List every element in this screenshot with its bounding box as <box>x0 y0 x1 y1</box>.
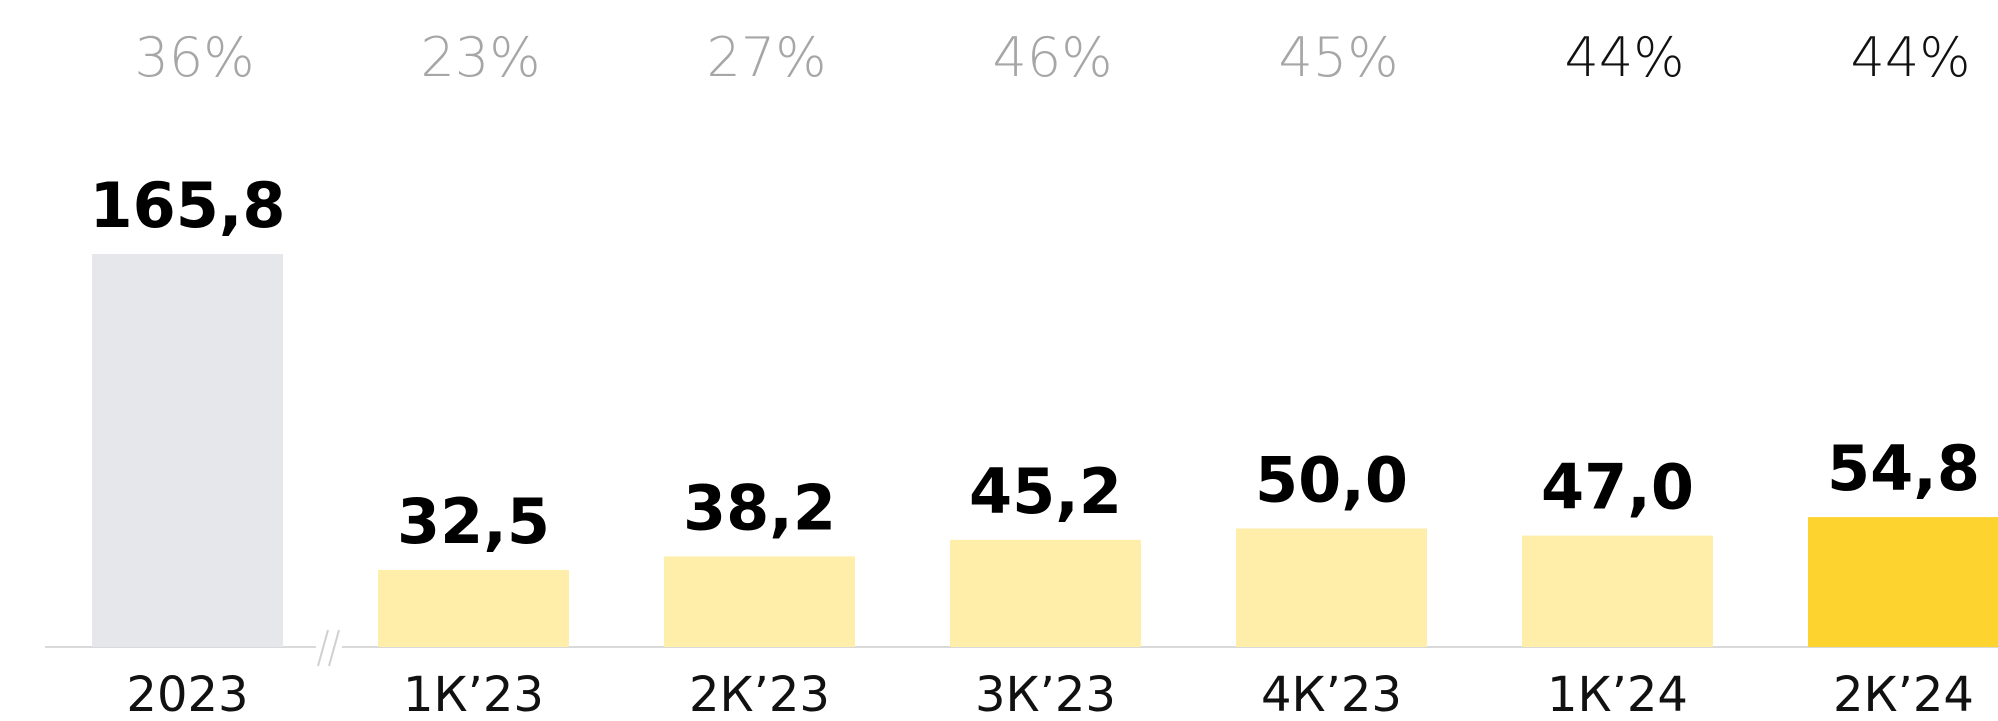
x-tick-label: 2К’24 <box>1833 667 1974 721</box>
share-label: 46% <box>992 26 1112 89</box>
share-label: 44% <box>1564 26 1684 89</box>
share-label: 44% <box>1850 26 1970 89</box>
x-tick-label: 2023 <box>126 667 248 721</box>
share-label: 23% <box>420 26 540 89</box>
bar <box>1808 517 1998 647</box>
bar <box>664 556 855 647</box>
axis-break <box>317 629 329 667</box>
x-tick-label: 2К’23 <box>689 667 830 721</box>
x-tick-label: 3К’23 <box>975 667 1116 721</box>
bar <box>378 569 569 647</box>
value-label: 165,8 <box>89 169 285 242</box>
bar <box>1236 528 1427 647</box>
bar <box>950 539 1141 647</box>
value-label: 54,8 <box>1827 432 1980 505</box>
bar <box>92 254 283 647</box>
value-label: 32,5 <box>397 485 550 558</box>
x-tick-label: 1К’23 <box>403 667 544 721</box>
x-tick-label: 1К’24 <box>1547 667 1688 721</box>
value-label: 45,2 <box>969 455 1122 528</box>
share-label: 45% <box>1278 26 1398 89</box>
value-label: 50,0 <box>1255 444 1408 517</box>
share-label: 36% <box>134 26 254 89</box>
bar <box>1522 535 1713 647</box>
x-tick-label: 4К’23 <box>1261 667 1402 721</box>
axis-break <box>328 629 340 667</box>
value-label: 38,2 <box>683 472 836 545</box>
value-label: 47,0 <box>1541 451 1694 524</box>
share-label: 27% <box>706 26 826 89</box>
